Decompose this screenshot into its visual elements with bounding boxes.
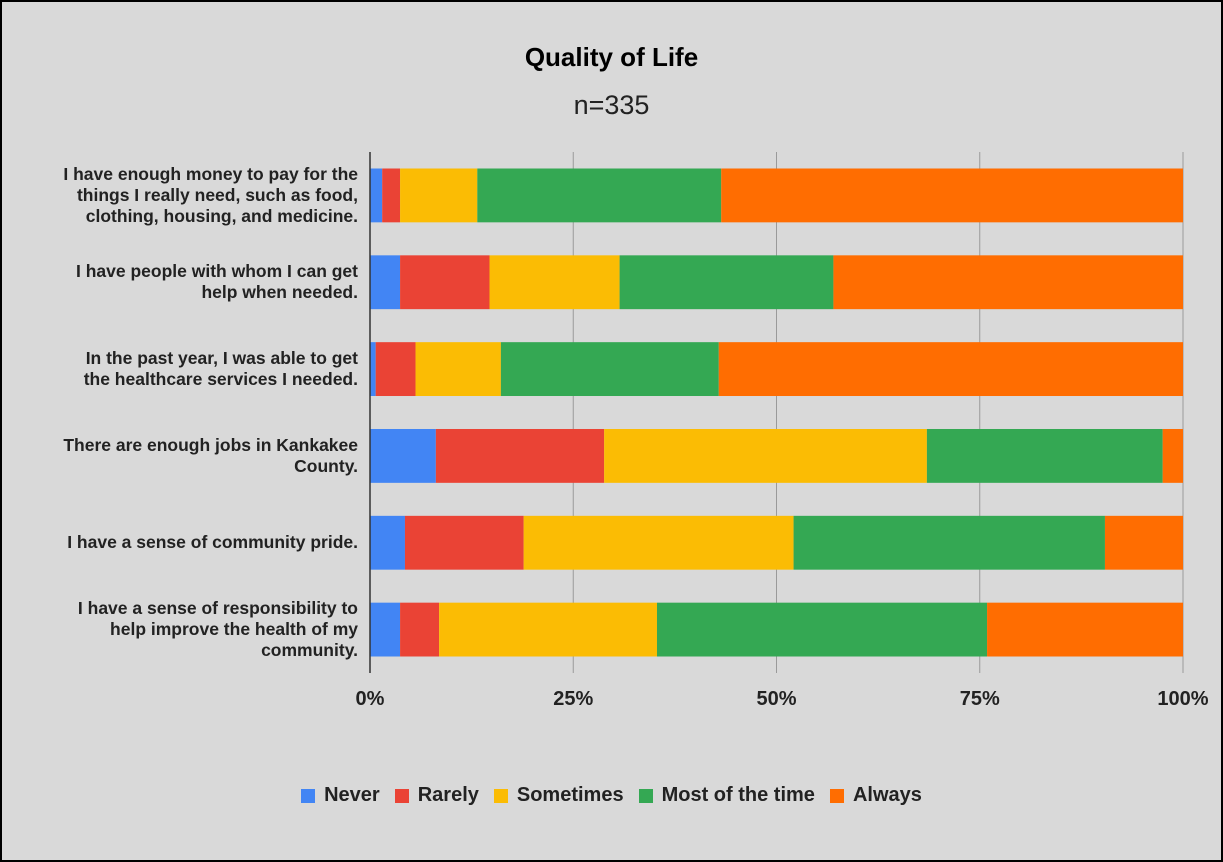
bar-segment-sometimes	[439, 602, 657, 657]
bar-segment-rarely	[382, 168, 401, 223]
bar-segment-always	[721, 168, 1183, 223]
x-tick-label: 25%	[553, 688, 593, 710]
bar-segment-most-of-the-time	[619, 255, 834, 310]
bar-segment-never	[370, 602, 401, 657]
legend-item: Most of the time	[638, 784, 815, 807]
bar-segment-rarely	[435, 428, 605, 483]
chart-subtitle: n=335	[573, 90, 650, 120]
x-tick-label: 50%	[756, 688, 796, 710]
bar-segment-rarely	[400, 255, 490, 310]
category-label: I have enough money to pay for the things…	[63, 163, 358, 226]
bar-segment-never	[370, 515, 405, 570]
bar-segment-rarely	[375, 342, 416, 397]
category-label: In the past year, I was able to get the h…	[83, 348, 358, 390]
legend-item: Never	[301, 784, 380, 807]
legend-label: Most of the time	[661, 784, 815, 806]
bar-segment-rarely	[404, 515, 524, 570]
bar-segment-sometimes	[415, 342, 501, 397]
bar-segment-sometimes	[523, 515, 794, 570]
legend-label: Sometimes	[516, 784, 624, 806]
x-tick-label: 0%	[356, 688, 385, 710]
bar-segment-never	[370, 428, 436, 483]
bar-segment-most-of-the-time	[926, 428, 1163, 483]
legend-swatch	[394, 788, 409, 803]
category-label: I have a sense of responsibility to help …	[77, 598, 358, 661]
bar-segment-always	[833, 255, 1183, 310]
x-tick-label: 75%	[960, 688, 1000, 710]
legend-swatch	[829, 788, 844, 803]
legend-swatch	[301, 788, 316, 803]
bar-segment-never	[370, 342, 376, 397]
legend-label: Always	[852, 784, 922, 806]
bar-segment-rarely	[400, 602, 440, 657]
x-tick-label: 100%	[1157, 688, 1208, 710]
bar-segment-most-of-the-time	[793, 515, 1105, 570]
category-label: I have a sense of community pride.	[67, 532, 358, 553]
legend-item: Sometimes	[493, 784, 624, 807]
bar-segment-sometimes	[604, 428, 927, 483]
bar-segment-never	[370, 168, 383, 223]
bar-segment-most-of-the-time	[477, 168, 722, 223]
legend-label: Never	[324, 784, 380, 806]
legend-swatch	[638, 788, 653, 803]
bar-segment-sometimes	[400, 168, 478, 223]
legend-label: Rarely	[417, 784, 479, 806]
bar-segment-never	[370, 255, 401, 310]
legend-swatch	[493, 788, 508, 803]
bar-segment-always	[987, 602, 1183, 657]
bar-segment-most-of-the-time	[500, 342, 719, 397]
bar-segment-always	[718, 342, 1183, 397]
legend-item: Always	[829, 784, 922, 807]
bar-segment-always	[1104, 515, 1183, 570]
legend: Never Rarely Sometimes Most of the time Alwa…	[0, 784, 1223, 807]
bar-segment-sometimes	[489, 255, 620, 310]
bar-segment-most-of-the-time	[656, 602, 988, 657]
bar-segment-always	[1162, 428, 1183, 483]
chart-title: Quality of Life	[524, 42, 699, 72]
category-label: I have people with whom I can get help wh…	[76, 261, 358, 303]
legend-item: Rarely	[394, 784, 479, 807]
category-label: There are enough jobs in Kankakee County.	[63, 434, 358, 476]
